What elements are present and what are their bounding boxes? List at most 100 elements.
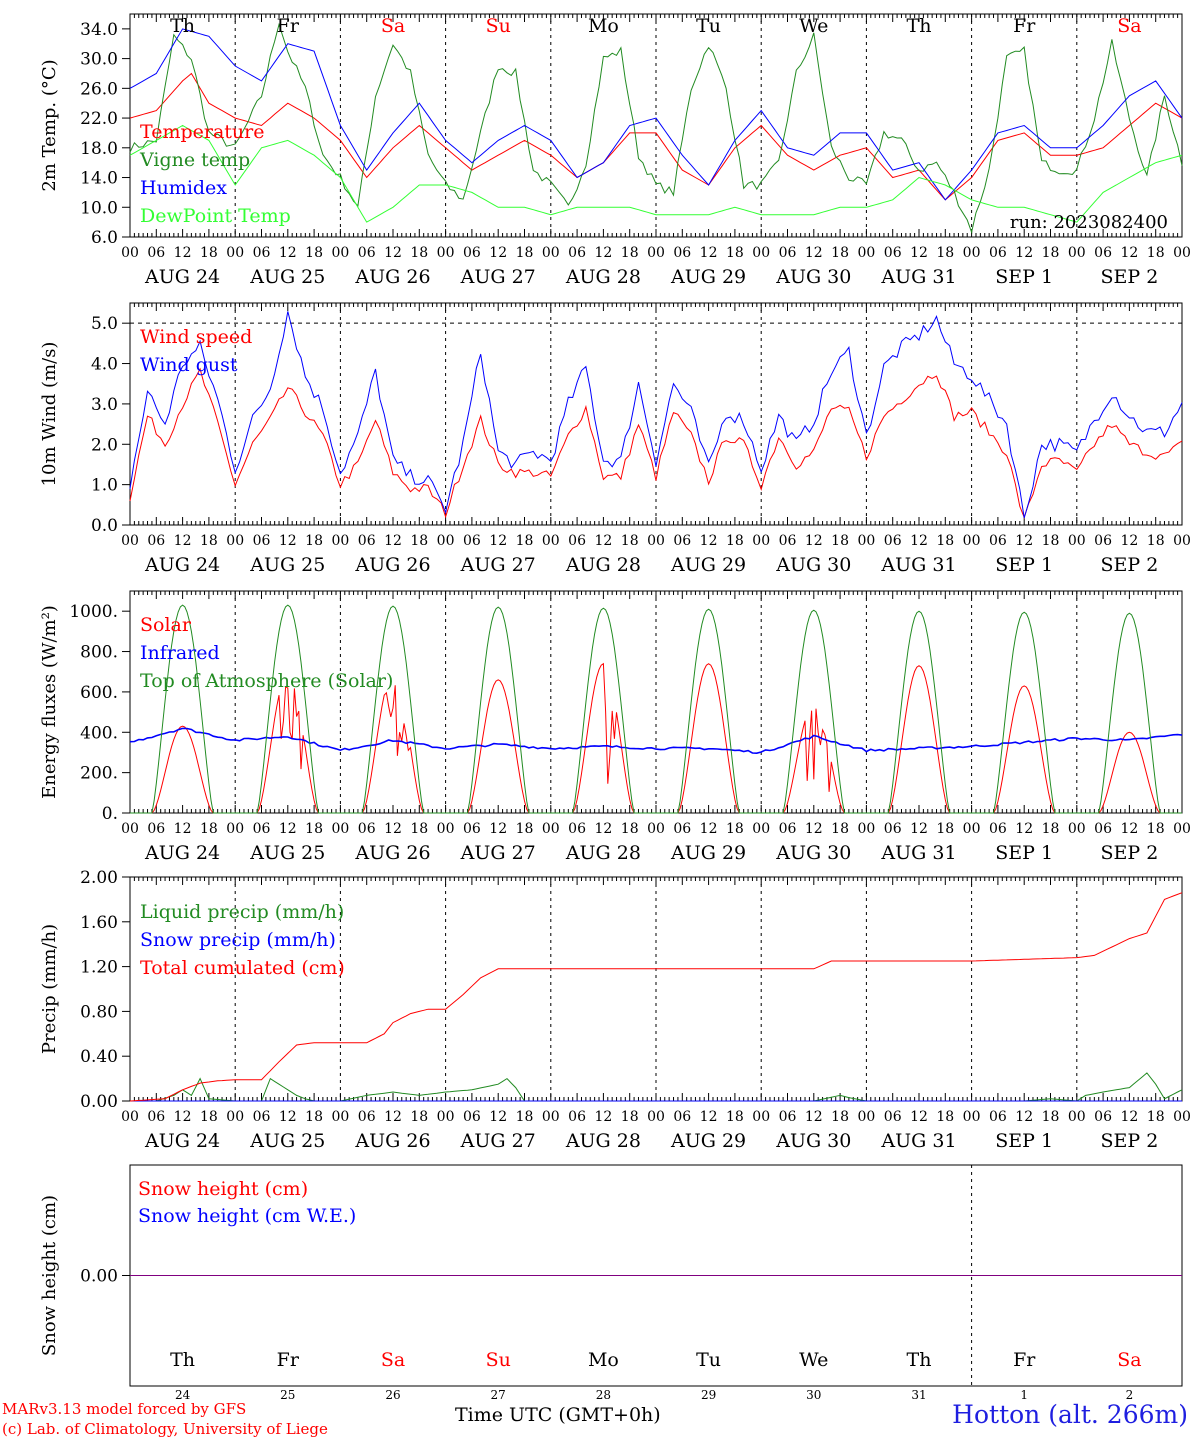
hour-label: 18 [1147,533,1165,549]
hour-label: 12 [384,821,402,837]
hour-label: 18 [516,533,534,549]
hour-label: 06 [989,1109,1007,1125]
hour-label: 12 [384,245,402,261]
y-tick-label: 22.0 [80,109,118,129]
panel-frame [129,302,1183,526]
date-label: AUG 29 [670,554,746,576]
date-label: AUG 25 [249,554,325,576]
y-tick-label: 2.00 [80,868,118,888]
hour-label: 18 [936,245,954,261]
series-line-total-cumulated-cm- [129,892,1183,1102]
hour-label: 06 [1094,821,1112,837]
panel-1 [122,13,1183,238]
date-label: AUG 30 [775,1130,851,1152]
hour-label: 18 [305,821,323,837]
hour-label: 12 [910,821,928,837]
series-line-vigne-temp [129,22,1183,234]
hour-label: 00 [121,1109,139,1125]
hour-label: 06 [779,821,797,837]
hour-label: 18 [200,245,218,261]
hour-label: 12 [805,821,823,837]
date-label: AUG 24 [144,266,220,288]
hour-label: 06 [253,1109,271,1125]
hour-label: 00 [752,821,770,837]
day-name-label: Fr [277,15,300,37]
hour-label: 00 [752,1109,770,1125]
hour-label: 00 [542,245,560,261]
hour-label: 18 [831,533,849,549]
hour-label: 18 [936,1109,954,1125]
hour-label: 06 [568,533,586,549]
x-axis-label: Time UTC (GMT+0h) [455,1404,661,1426]
hour-label: 00 [857,533,875,549]
date-label: AUG 26 [354,842,430,864]
y-tick-label: 3.0 [91,395,118,415]
series-line-humidex [129,28,1183,201]
date-label: AUG 27 [460,1130,536,1152]
hour-label: 06 [358,533,376,549]
legend-entry: Liquid precip (mm/h) [140,901,344,923]
hour-label: 06 [568,1109,586,1125]
hour-label: 06 [463,533,481,549]
day-name-label: Sa [1117,1349,1141,1371]
hour-label: 00 [647,245,665,261]
day-number-label: 28 [596,1388,611,1402]
day-name-label: Th [170,15,195,37]
hour-label: 06 [1094,1109,1112,1125]
y-axis-label: 2m Temp. (°C) [39,59,60,191]
hour-label: 06 [673,533,691,549]
y-tick-label: 600. [80,683,118,703]
date-label: AUG 27 [460,842,536,864]
hour-label: 00 [647,533,665,549]
hour-label: 00 [752,245,770,261]
date-label: AUG 28 [565,842,641,864]
hour-label: 12 [594,245,612,261]
hour-label: 00 [331,821,349,837]
y-tick-label: 34.0 [80,20,118,40]
date-label: AUG 26 [354,1130,430,1152]
y-tick-label: 0.00 [80,1267,118,1287]
hour-label: 00 [437,245,455,261]
y-tick-label: 1.0 [91,476,118,496]
hour-label: 18 [1147,821,1165,837]
y-tick-label: 200. [80,764,118,784]
panel-4 [122,876,1183,1102]
hour-label: 12 [594,1109,612,1125]
day-name-label: Sa [1117,15,1141,37]
date-label: AUG 24 [144,1130,220,1152]
hour-label: 06 [147,245,165,261]
y-axis-label: 10m Wind (m/s) [39,342,60,487]
credit-model: MARv3.13 model forced by GFS [2,1400,247,1418]
y-tick-label: 10.0 [80,198,118,218]
hour-label: 12 [279,245,297,261]
hour-label: 12 [384,533,402,549]
hour-label: 06 [358,245,376,261]
hour-label: 00 [1068,821,1086,837]
hour-label: 00 [752,533,770,549]
hour-label: 18 [200,533,218,549]
hour-label: 12 [1120,1109,1138,1125]
legend-entry: Vigne temp [139,149,250,171]
hour-label: 18 [1042,533,1060,549]
hour-label: 12 [489,245,507,261]
hour-label: 12 [1120,821,1138,837]
hour-label: 06 [673,245,691,261]
hour-label: 18 [1147,1109,1165,1125]
hour-label: 12 [279,1109,297,1125]
day-number-label: 25 [280,1388,295,1402]
hour-label: 06 [253,821,271,837]
hour-label: 00 [963,533,981,549]
y-axis-label: Precip (mm/h) [39,924,60,1054]
hour-label: 00 [226,1109,244,1125]
hour-label: 18 [305,533,323,549]
date-label: AUG 29 [670,266,746,288]
hour-label: 00 [1173,1109,1191,1125]
hour-label: 00 [647,821,665,837]
hour-label: 00 [226,245,244,261]
date-label: SEP 1 [995,266,1053,288]
hour-label: 06 [253,533,271,549]
y-tick-label: 0. [102,804,118,824]
y-tick-label: 0.00 [80,1092,118,1112]
hour-label: 06 [673,821,691,837]
day-name-label: Th [907,1349,932,1371]
